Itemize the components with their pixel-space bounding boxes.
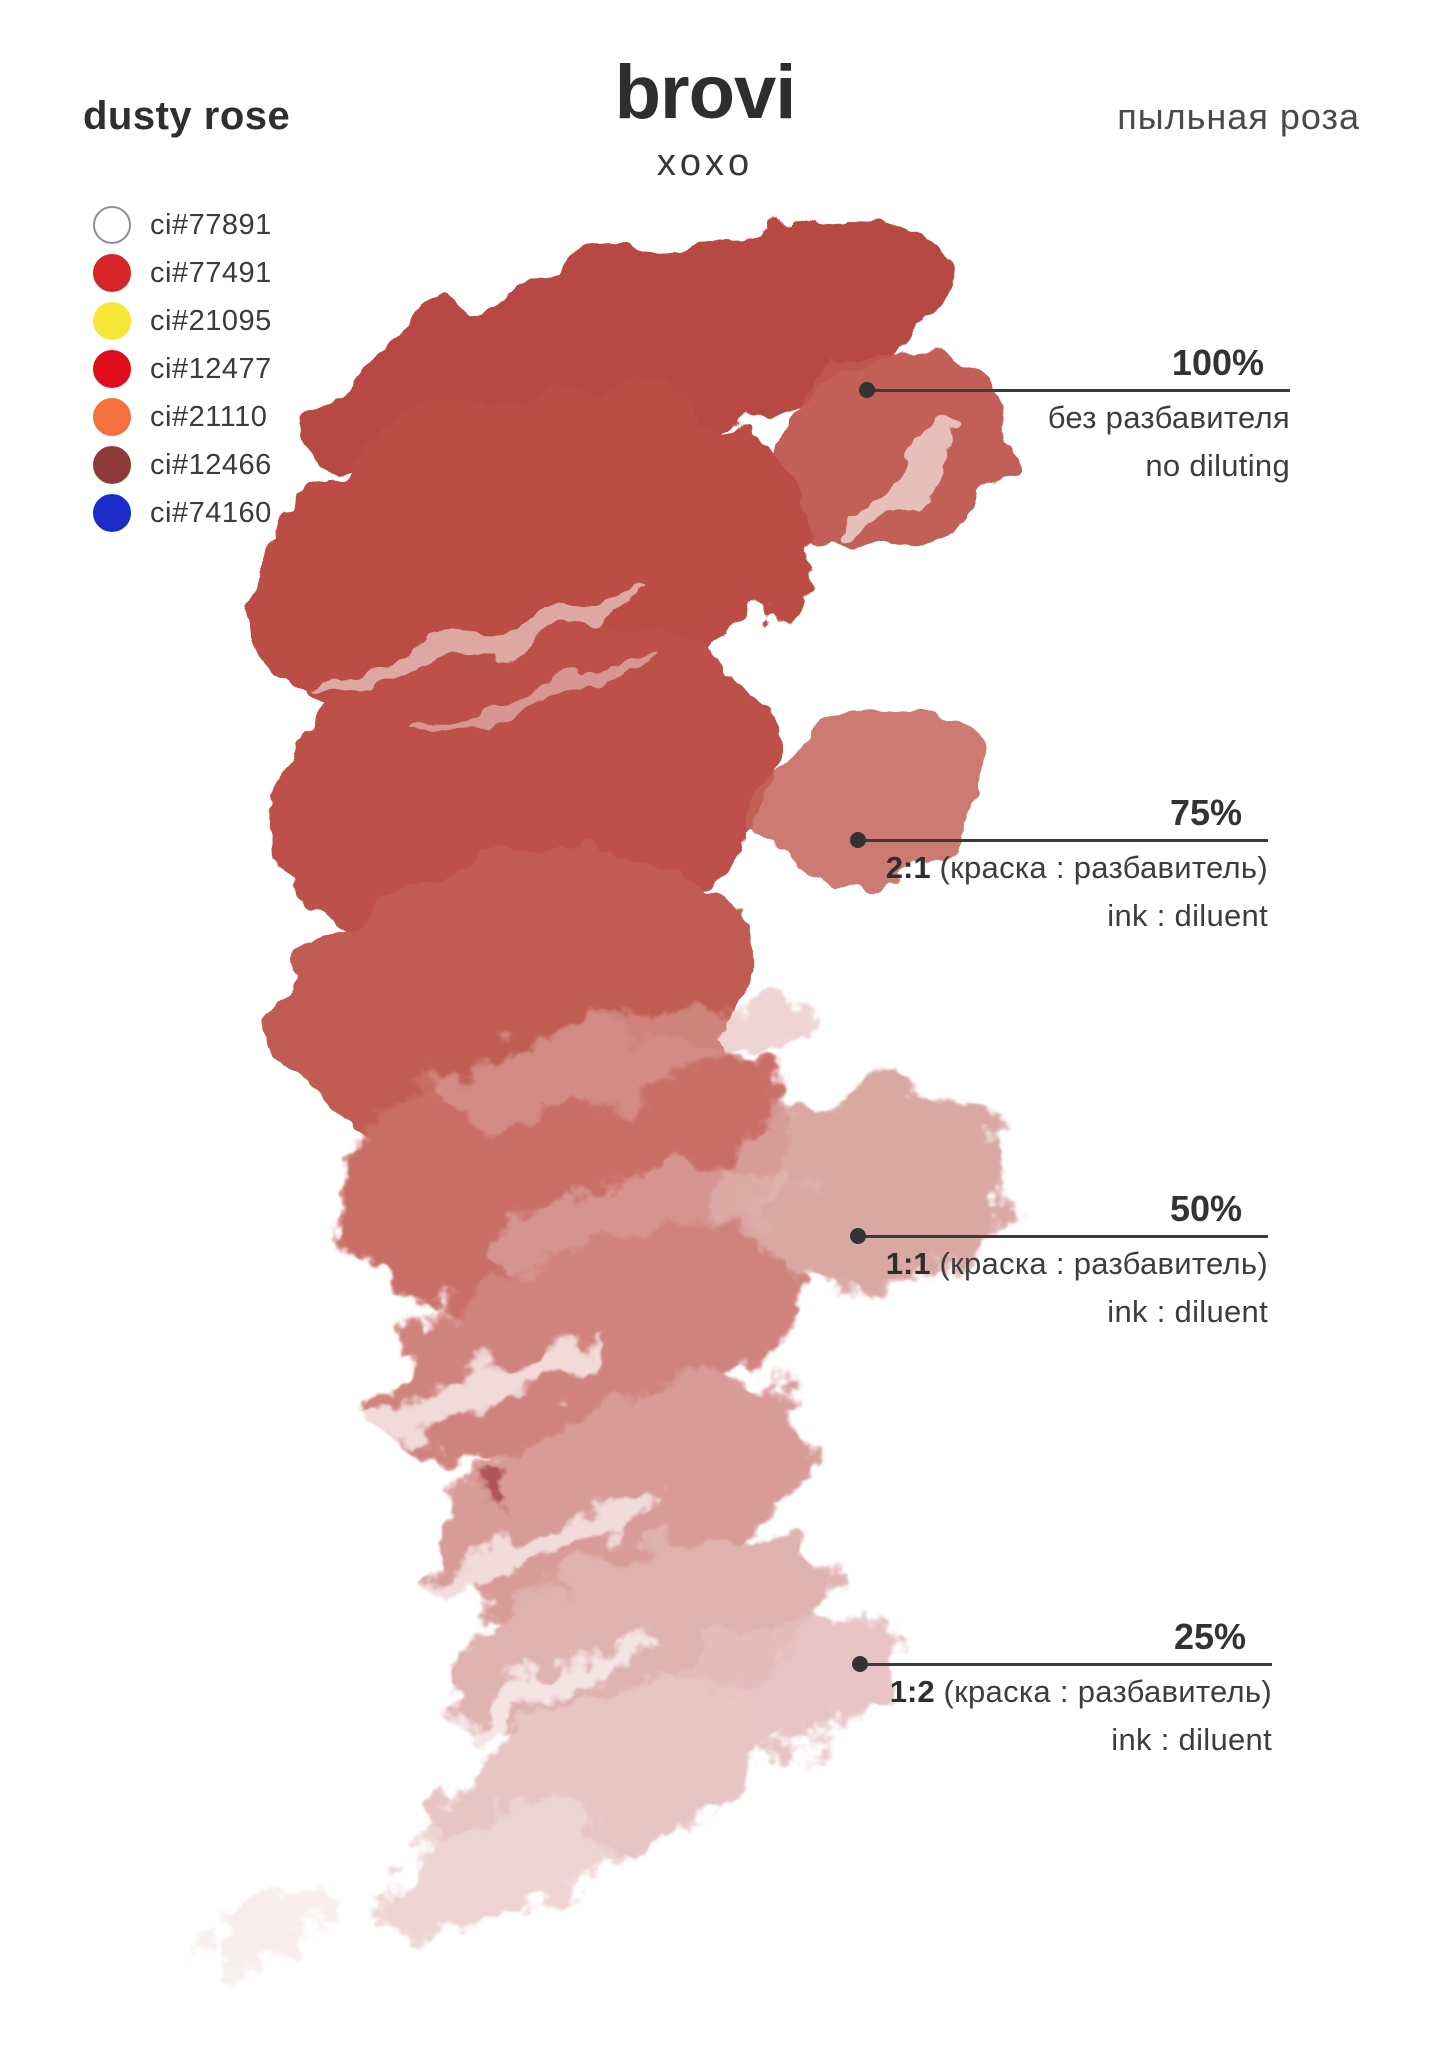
brush-stroke — [410, 660, 660, 734]
dilution-note-en: ink : diluent — [1107, 898, 1268, 933]
ratio-note-ru: (краска : разбавитель) — [943, 1674, 1272, 1709]
color-name-english: dusty rose — [83, 94, 291, 138]
dilution-annotation-75: 75% 2:1 (краска : разбавитель) ink : dil… — [850, 790, 1268, 940]
dilution-percent: 100% — [1171, 342, 1264, 383]
dilution-note-en: no diluting — [1145, 448, 1290, 483]
swatch-diluted-strokes — [201, 1001, 1009, 1966]
dilution-percent: 50% — [1169, 1188, 1242, 1229]
dilution-ratio: 1:2 (краска : разбавитель) — [853, 1668, 1272, 1716]
brush-stroke — [391, 1641, 649, 1759]
dilution-annotation-100: 100% без разбавителя no diluting — [859, 340, 1290, 490]
ratio-value: 1:2 — [889, 1674, 935, 1709]
brush-stroke — [392, 1794, 608, 1936]
color-dot — [93, 350, 131, 388]
leader-line — [850, 832, 1268, 848]
dilution-annotation-50: 50% 1:1 (краска : разбавитель) ink : dil… — [850, 1186, 1268, 1336]
brush-stroke — [480, 1162, 800, 1268]
brush-stroke — [380, 1491, 660, 1609]
brush-stroke — [201, 1884, 335, 1966]
ratio-value: 2:1 — [885, 850, 931, 885]
brush-stroke — [838, 427, 972, 547]
color-dot — [93, 494, 131, 532]
brush-stroke — [330, 1338, 610, 1458]
ratio-value: 1:1 — [885, 1246, 931, 1281]
dilution-note-en: ink : diluent — [1111, 1722, 1272, 1757]
color-dot — [93, 398, 131, 436]
brush-stroke — [711, 1087, 1009, 1293]
pigment-code: ci#74160 — [150, 496, 272, 529]
pigment-code: ci#77491 — [150, 256, 272, 289]
brand-tagline: xoxo — [656, 142, 754, 184]
legend-row: ci#77891 — [93, 206, 272, 244]
leader-dot — [850, 1228, 866, 1244]
brush-stroke — [435, 1001, 805, 1119]
ratio-note-ru: (краска : разбавитель) — [939, 1246, 1268, 1281]
dilution-ratio: без разбавителя — [860, 394, 1290, 442]
dilution-percent: 75% — [1169, 792, 1242, 833]
legend-row: ci#77491 — [93, 254, 272, 292]
legend-row: ci#74160 — [93, 494, 272, 532]
legend-row: ci#12466 — [93, 446, 272, 484]
color-dot — [93, 302, 131, 340]
legend-row: ci#21110 — [93, 398, 272, 436]
color-name-russian: пыльная роза — [1117, 96, 1360, 137]
brush-stroke — [771, 343, 1009, 557]
legend-row: ci#21095 — [93, 302, 272, 340]
pigment-code: ci#12477 — [150, 352, 272, 385]
dilution-ratio: 2:1 (краска : разбавитель) — [851, 844, 1268, 892]
pigment-code: ci#21095 — [150, 304, 272, 337]
leader-dot — [850, 832, 866, 848]
pigment-legend: ci#77891 ci#77491 ci#21095 ci#12477 ci#2… — [93, 206, 272, 532]
leader-dot — [859, 382, 875, 398]
brush-stroke — [311, 590, 649, 690]
dilution-annotation-25: 25% 1:2 (краска : разбавитель) ink : dil… — [852, 1614, 1272, 1764]
ratio-note-ru: (краска : разбавитель) — [939, 850, 1268, 885]
dilution-percent: 25% — [1173, 1616, 1246, 1657]
brand-block: brovi xoxo — [540, 52, 870, 186]
color-dot — [93, 206, 131, 244]
pigment-code: ci#21110 — [150, 400, 268, 433]
leader-dot — [852, 1656, 868, 1672]
ratio-note-ru: без разбавителя — [1047, 400, 1290, 435]
leader-line — [850, 1228, 1268, 1244]
leader-line — [852, 1656, 1272, 1672]
dilution-ratio: 1:1 (краска : разбавитель) — [851, 1240, 1268, 1288]
pigment-code: ci#12466 — [150, 448, 272, 481]
dilution-note-en: ink : diluent — [1107, 1294, 1268, 1329]
color-dot — [93, 254, 131, 292]
leader-line — [859, 382, 1290, 398]
legend-row: ci#12477 — [93, 350, 272, 388]
swatch-full-strength-strokes — [249, 224, 1009, 1141]
pigment-code: ci#77891 — [150, 208, 272, 241]
brush-stroke — [477, 1485, 507, 1507]
color-dot — [93, 446, 131, 484]
brand-logo: brovi — [614, 50, 797, 135]
